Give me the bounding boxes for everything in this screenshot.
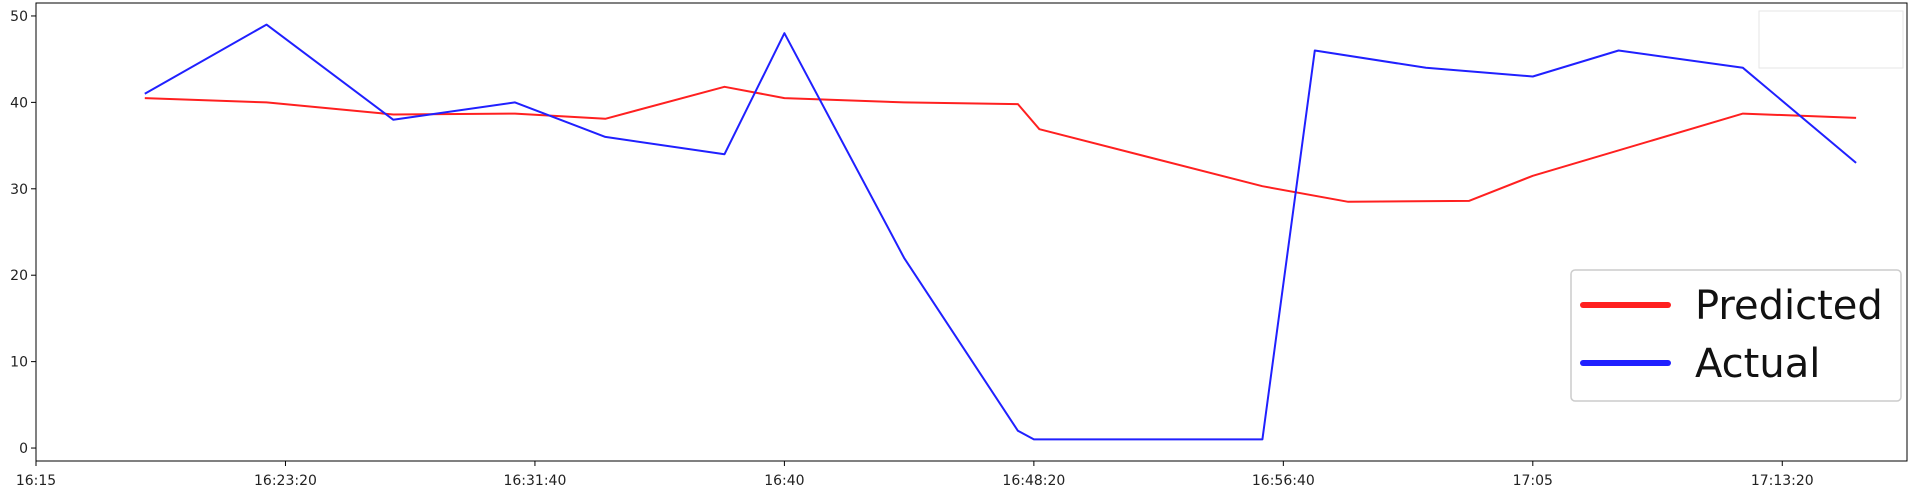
y-tick-label: 30 — [10, 182, 28, 198]
y-tick-label: 40 — [10, 95, 28, 111]
y-tick-label: 10 — [10, 355, 28, 371]
y-tick-label: 0 — [19, 441, 28, 457]
x-tick-label: 16:23:20 — [254, 473, 317, 489]
x-tick-label: 16:15 — [16, 473, 56, 489]
x-tick-label: 17:13:20 — [1751, 473, 1814, 489]
x-axis: 16:15 16:23:20 16:31:40 16:40 16:48:20 16:56:… — [16, 461, 1814, 489]
series-line-actual — [144, 23, 1857, 441]
x-tick-label: 16:31:40 — [503, 473, 566, 489]
x-tick-label: 17:05 — [1513, 473, 1553, 489]
x-tick-label: 16:56:40 — [1252, 473, 1315, 489]
series-layer — [144, 23, 1857, 441]
series-line-predicted — [144, 85, 1857, 203]
y-tick-label: 50 — [10, 9, 28, 25]
legend: Predicted Actual — [1570, 269, 1902, 402]
y-tick-label: 20 — [10, 268, 28, 284]
inset-box — [1758, 10, 1904, 69]
x-tick-label: 16:40 — [764, 473, 804, 489]
legend-label-actual: Actual — [1695, 341, 1820, 387]
y-axis: 0 10 20 30 40 50 — [10, 9, 36, 457]
legend-label-predicted: Predicted — [1695, 283, 1883, 329]
x-tick-label: 16:48:20 — [1002, 473, 1065, 489]
